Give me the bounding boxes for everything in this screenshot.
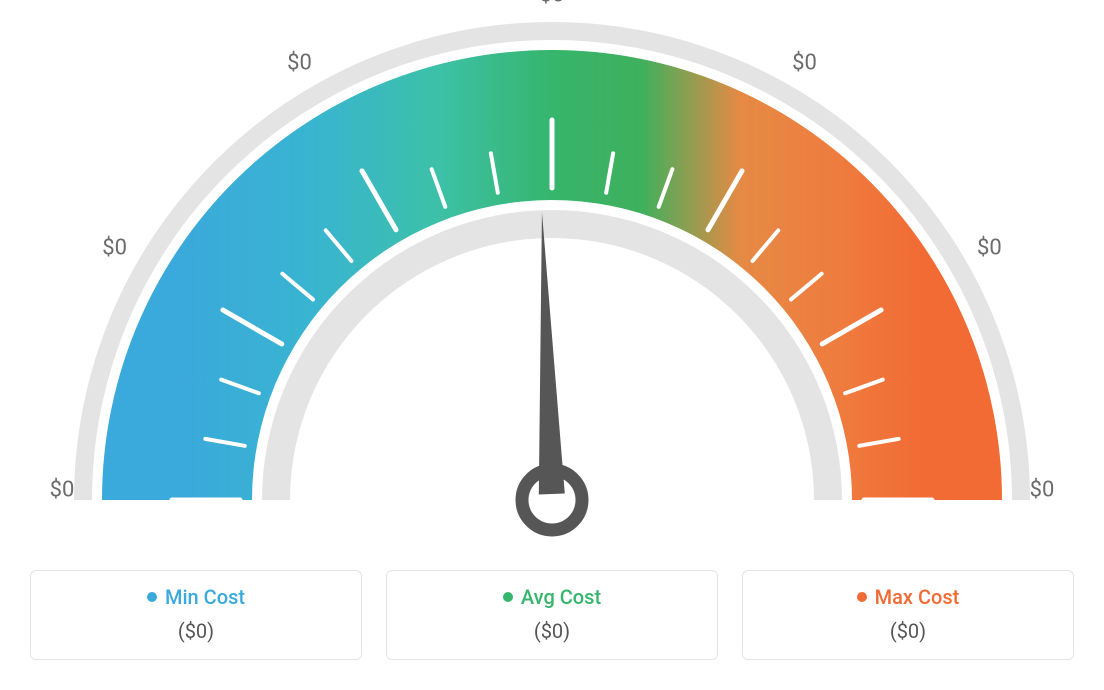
gauge-tick-label: $0 — [287, 50, 312, 75]
legend-title-min-text: Min Cost — [165, 585, 245, 609]
legend-card-min: Min Cost ($0) — [30, 570, 362, 660]
cost-gauge-card: $0 $0 $0 $0 $0 $0 $0 Min Cost ($0) Avg Cost ($… — [0, 0, 1104, 690]
legend-dot-avg — [503, 592, 513, 602]
legend-value-avg: ($0) — [397, 619, 707, 643]
legend-card-avg: Avg Cost ($0) — [386, 570, 718, 660]
legend-card-max: Max Cost ($0) — [742, 570, 1074, 660]
gauge-svg — [32, 20, 1072, 560]
gauge-tick-label: $0 — [1030, 478, 1055, 503]
legend-dot-max — [857, 592, 867, 602]
gauge-tick-label: $0 — [792, 50, 817, 75]
legend-title-avg-text: Avg Cost — [521, 585, 601, 609]
legend-dot-min — [147, 592, 157, 602]
legend-title-min: Min Cost — [147, 585, 245, 609]
gauge-tick-label: $0 — [102, 235, 127, 260]
gauge-tick-label: $0 — [977, 235, 1002, 260]
legend-value-min: ($0) — [41, 619, 351, 643]
gauge-tick-label: $0 — [540, 0, 565, 8]
legend-title-max-text: Max Cost — [875, 585, 960, 609]
legend-row: Min Cost ($0) Avg Cost ($0) Max Cost ($0… — [30, 570, 1074, 660]
legend-value-max: ($0) — [753, 619, 1063, 643]
legend-title-max: Max Cost — [857, 585, 960, 609]
legend-title-avg: Avg Cost — [503, 585, 601, 609]
gauge-chart: $0$0$0$0$0$0$0 — [30, 20, 1074, 560]
gauge-tick-label: $0 — [50, 478, 75, 503]
